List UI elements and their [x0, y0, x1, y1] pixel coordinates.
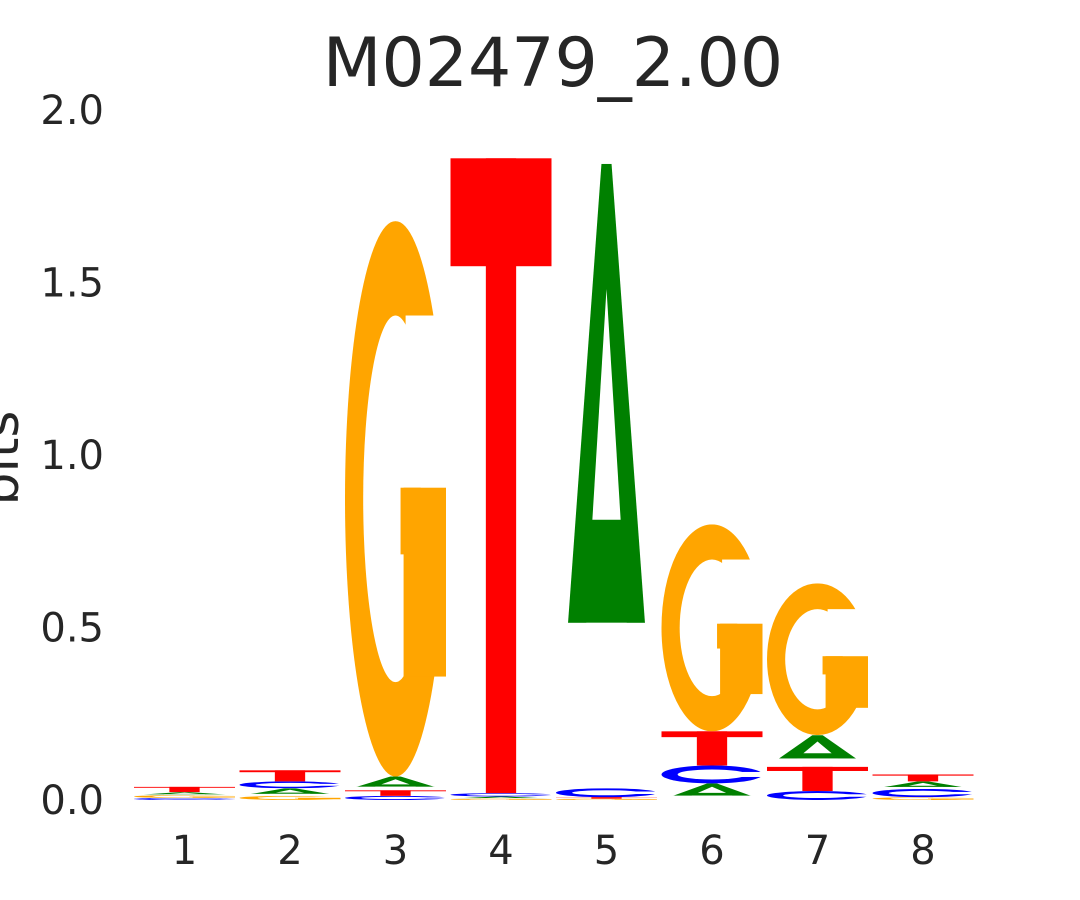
logo-letter-T [661, 731, 763, 766]
logo-letter-G [134, 795, 235, 798]
logo-letter-C [450, 793, 552, 797]
logo-letter-G [767, 583, 868, 736]
x-tick-label: 7 [805, 828, 830, 874]
logo-letter-T [872, 774, 974, 782]
logo-letter-C [556, 788, 657, 798]
logo-letter-A [556, 163, 657, 789]
x-tick-label: 8 [910, 828, 935, 874]
logo-letter-A [872, 781, 974, 789]
y-tick-label: 1.5 [40, 261, 104, 307]
logo-letter-A [767, 735, 868, 767]
logo-letter-T [134, 786, 235, 793]
y-tick-label: 0.5 [40, 606, 104, 652]
logo-letter-A [134, 792, 235, 796]
x-tick-label: 1 [172, 828, 197, 874]
logo-letter-C [134, 797, 235, 801]
logo-letter-A [661, 783, 763, 800]
logo-letter-G [345, 221, 446, 777]
logo-letter-T [450, 158, 552, 794]
x-tick-label: 2 [277, 828, 302, 874]
logo-letter-G [450, 798, 552, 800]
logo-letter-A [450, 796, 552, 799]
y-axis-ticks: 0.0 0.5 1.0 1.5 2.0 [40, 88, 104, 824]
logo-letter-C [872, 788, 974, 798]
x-tick-label: 5 [594, 828, 619, 874]
logo-stacks [134, 158, 974, 801]
logo-letter-C [239, 781, 341, 789]
y-tick-label: 2.0 [40, 88, 104, 134]
x-tick-label: 4 [488, 828, 513, 874]
x-axis-ticks: 1 2 3 4 5 6 7 8 [172, 828, 936, 874]
logo-letter-T [239, 770, 341, 782]
chart-title: M02479_2.00 [323, 24, 783, 103]
logo-letter-G [872, 797, 974, 800]
logo-letter-G [661, 524, 763, 732]
logo-letter-G [239, 795, 341, 800]
y-tick-label: 1.0 [40, 433, 104, 479]
y-axis-label: bits [0, 411, 31, 506]
y-tick-label: 0.0 [40, 778, 104, 824]
logo-letter-C [661, 765, 763, 784]
x-tick-label: 6 [699, 828, 724, 874]
logo-letter-C [767, 791, 868, 800]
logo-letter-A [345, 776, 446, 791]
logo-letter-T [556, 797, 657, 799]
x-tick-label: 3 [383, 828, 408, 874]
logo-letter-C [345, 795, 446, 800]
logo-letter-T [767, 766, 868, 792]
logo-letter-G [556, 798, 657, 800]
logo-letter-A [239, 788, 341, 796]
logo-letter-T [345, 790, 446, 796]
